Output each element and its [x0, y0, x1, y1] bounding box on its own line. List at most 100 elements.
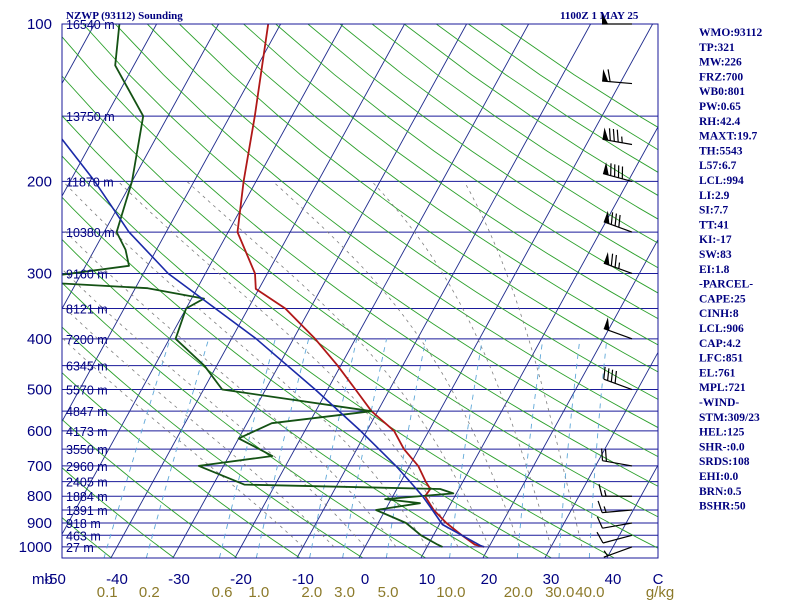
isotherm-line	[172, 24, 468, 558]
moist-adiabat	[186, 181, 490, 548]
temperature-tick-label: -30	[168, 571, 190, 588]
mixing-ratio-tick-label: 0.6	[212, 584, 233, 600]
temperature-tick-label: 30	[543, 571, 560, 588]
height-label: 4173 m	[66, 425, 108, 439]
height-label: 16540 m	[66, 18, 115, 32]
pressure-tick-label: 100	[27, 16, 52, 33]
isotherm-line	[358, 24, 654, 558]
mixing-ratio-tick-label: 20.0	[504, 584, 533, 600]
isotherm-line	[62, 24, 220, 310]
dry-adiabat	[62, 418, 238, 558]
wind-barb	[596, 516, 633, 529]
index-line: SHR-:0.0	[699, 441, 745, 453]
wind-barb	[603, 252, 633, 275]
moist-adiabat	[117, 181, 459, 548]
pressure-tick-label: 300	[27, 266, 52, 283]
mixing-ratio-line	[558, 338, 581, 558]
isotherm-line	[482, 238, 658, 558]
mixing-ratio-tick-label: 5.0	[378, 584, 399, 600]
index-line: MAXT:19.7	[699, 131, 757, 143]
height-label: 1884 m	[66, 490, 108, 504]
pressure-tick-label: 600	[27, 423, 52, 440]
wind-barbs	[596, 12, 633, 558]
index-line: SW:83	[699, 249, 732, 261]
index-line: CAP:4.2	[699, 338, 741, 350]
index-line: EHI:0.0	[699, 471, 739, 483]
isotherm-line	[62, 24, 158, 197]
pressure-tick-label: 500	[27, 382, 52, 399]
dry-adiabat	[82, 24, 658, 458]
dry-adiabat	[114, 24, 658, 429]
height-label: 5570 m	[66, 384, 108, 398]
mixing-ratio-tick-label: 3.0	[334, 584, 355, 600]
dry-adiabat	[62, 115, 658, 549]
moist-adiabat	[62, 181, 428, 548]
temperature-tick-label: 10	[419, 571, 436, 588]
pressure-tick-label: 900	[27, 515, 52, 532]
dry-adiabat	[275, 24, 658, 294]
index-line: CINH:8	[699, 308, 739, 320]
height-label: 13750 m	[66, 110, 115, 124]
isotherm-line	[606, 464, 658, 558]
index-line: RH:42.4	[699, 116, 740, 128]
mixing-ratio-tick-label: 40.0	[575, 584, 604, 600]
temperature-tick-label: 20	[481, 571, 498, 588]
dry-adiabat	[62, 196, 552, 558]
dry-adiabat	[62, 282, 426, 558]
index-line: LCL:906	[699, 323, 744, 335]
height-label: 10380 m	[66, 226, 115, 240]
height-label: 3550 m	[66, 443, 108, 457]
dry-adiabat	[62, 326, 364, 558]
dry-adiabat	[62, 155, 615, 558]
height-label: 11870 m	[66, 175, 114, 189]
index-line: STM:309/23	[699, 412, 760, 424]
height-label: 2405 m	[66, 476, 108, 490]
wind-barb	[602, 69, 633, 85]
index-line: BRN:0.5	[699, 486, 742, 498]
dry-adiabat	[62, 372, 301, 558]
parcel-path	[62, 137, 485, 548]
dry-adiabat	[243, 24, 658, 320]
index-line: L57:6.7	[699, 160, 737, 172]
index-line: BSHR:50	[699, 501, 746, 513]
index-line: WB0:801	[699, 86, 745, 98]
pressure-tick-label: 1000	[19, 539, 52, 556]
mixing-ratio-tick-label: 10.0	[436, 584, 465, 600]
mixing-ratio-line	[449, 338, 483, 558]
mixing-ratio-line	[145, 338, 210, 558]
wind-barb	[603, 317, 633, 340]
wind-barb	[602, 12, 632, 25]
height-label: 7200 m	[66, 333, 108, 347]
pressure-tick-label: 200	[27, 173, 52, 190]
index-line: -PARCEL-	[699, 279, 753, 291]
isotherm-line	[234, 24, 530, 558]
mixing-ratio-tick-label: 2.0	[301, 584, 322, 600]
temperature-profile	[236, 24, 485, 548]
index-line: PW:0.65	[699, 101, 741, 113]
height-label: 1391 m	[66, 504, 108, 518]
index-line: WMO:93112	[699, 27, 762, 39]
mixing-ratio-line	[103, 338, 171, 558]
height-label: 4847 m	[66, 405, 108, 419]
wind-barb	[596, 531, 633, 544]
wind-barb	[603, 366, 633, 391]
height-label: 2960 m	[66, 460, 108, 474]
index-line: LCL:994	[699, 175, 744, 187]
index-line: KI:-17	[699, 234, 732, 246]
sounding-title: NZWP (93112) Sounding	[66, 10, 183, 22]
wind-barb	[601, 448, 633, 467]
index-line: HEL:125	[699, 427, 745, 439]
wind-barb	[602, 127, 633, 146]
wind-barb	[603, 210, 633, 233]
index-line: SRDS:108	[699, 456, 750, 468]
mixing-ratio-tick-label: 1.0	[248, 584, 269, 600]
isotherm-line	[62, 24, 344, 536]
wind-barb	[602, 162, 633, 182]
mixing-ratio-tick-label: 30.0	[545, 584, 574, 600]
pressure-tick-label: 700	[27, 458, 52, 475]
temperature-tick-label: 40	[605, 571, 622, 588]
wind-barb	[598, 484, 633, 497]
dry-adiabat	[62, 238, 489, 558]
index-line: -WIND-	[699, 397, 739, 409]
